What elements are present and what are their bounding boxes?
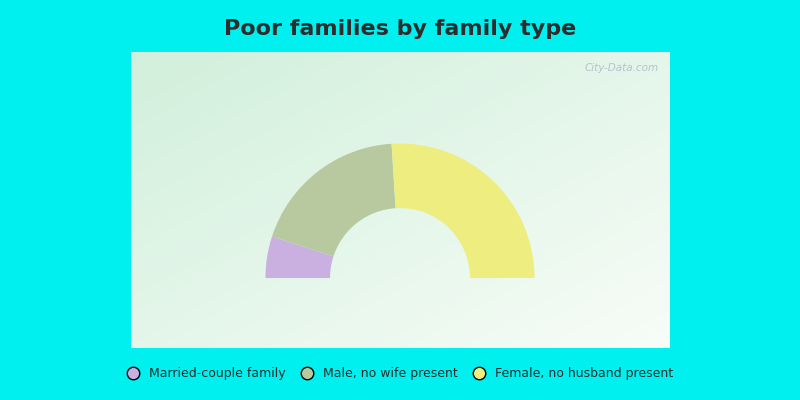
Text: Poor families by family type: Poor families by family type bbox=[224, 18, 576, 39]
Legend: Married-couple family, Male, no wife present, Female, no husband present: Married-couple family, Male, no wife pre… bbox=[126, 368, 674, 380]
Wedge shape bbox=[266, 236, 334, 278]
Wedge shape bbox=[272, 144, 396, 256]
Text: City-Data.com: City-Data.com bbox=[584, 63, 658, 73]
Wedge shape bbox=[391, 144, 534, 278]
